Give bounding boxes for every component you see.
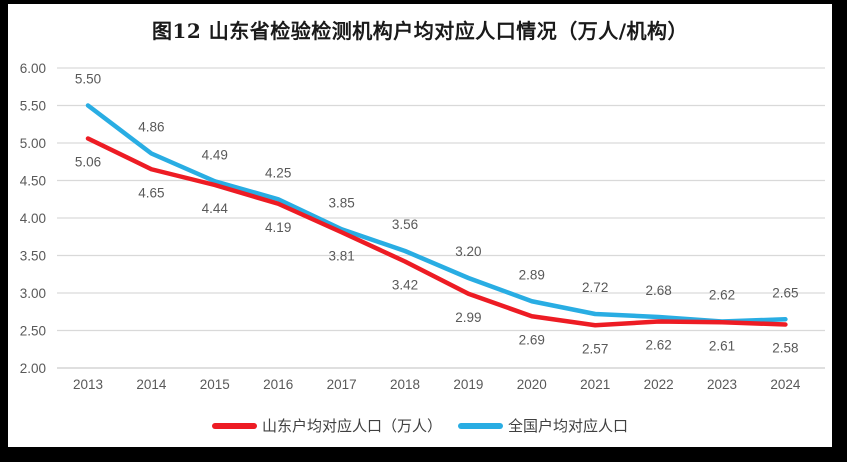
series-line-0: [85, 136, 788, 328]
chart-title: 图12 山东省检验检测机构户均对应人口情况（万人/机构）: [151, 19, 689, 43]
data-label: 2.61: [709, 338, 735, 353]
legend-item-shandong: 山东户均对应人口（万人）: [211, 415, 442, 436]
data-label: 3.20: [455, 244, 481, 259]
x-tick-label: 2022: [644, 377, 674, 392]
x-tick-label: 2020: [517, 377, 547, 392]
y-tick-label: 3.50: [20, 249, 46, 264]
data-label: 5.50: [75, 72, 101, 87]
data-label: 3.56: [392, 217, 418, 232]
y-tick-label: 5.50: [20, 99, 46, 114]
x-tick-label: 2019: [453, 377, 483, 392]
data-label: 4.65: [138, 185, 164, 200]
data-label: 2.62: [645, 338, 671, 353]
data-label: 4.25: [265, 165, 291, 180]
data-label: 3.85: [328, 195, 354, 210]
data-label: 2.62: [709, 288, 735, 303]
data-label: 4.86: [138, 120, 164, 135]
legend-line-swatch-blue: [458, 422, 503, 429]
series-line-1: [85, 103, 788, 324]
x-tick-label: 2014: [136, 377, 167, 392]
y-tick-label: 2.50: [20, 324, 46, 339]
x-tick-label: 2021: [580, 377, 610, 392]
x-tick-label: 2016: [263, 377, 293, 392]
data-label: 4.49: [202, 147, 228, 162]
x-tick-label: 2013: [73, 377, 103, 392]
y-tick-label: 6.00: [20, 61, 46, 76]
data-label: 2.89: [519, 267, 545, 282]
data-label: 2.69: [519, 332, 545, 347]
chart-legend: 山东户均对应人口（万人） 全国户均对应人口: [8, 415, 832, 436]
y-tick-label: 5.00: [20, 136, 46, 151]
data-label: 2.99: [455, 310, 481, 325]
data-label: 4.44: [202, 201, 229, 216]
data-label: 3.42: [392, 278, 418, 293]
legend-label-shandong: 山东户均对应人口（万人）: [261, 418, 442, 435]
line-chart: 6.00 5.50 5.00 4.50 4.00 3.50 3.00 2.50 2.00 2013…: [20, 61, 825, 392]
x-tick-label: 2018: [390, 377, 420, 392]
legend-label-national: 全国户均对应人口: [508, 418, 629, 435]
legend-line-swatch-red: [211, 422, 257, 429]
y-tick-label: 3.00: [20, 286, 46, 301]
x-tick-label: 2017: [327, 377, 357, 392]
y-tick-label: 4.00: [20, 211, 46, 226]
data-label: 4.19: [265, 220, 291, 235]
data-label: 5.06: [75, 155, 101, 170]
y-tick-label: 4.50: [20, 174, 46, 189]
x-tick-label: 2015: [200, 377, 230, 392]
data-label: 2.57: [582, 341, 608, 356]
data-label: 2.65: [772, 285, 798, 300]
x-tick-label: 2024: [770, 377, 801, 392]
data-label: 2.58: [772, 341, 798, 356]
data-label: 2.72: [582, 280, 608, 295]
y-tick-label: 2.00: [20, 361, 46, 376]
chart-page: 图12 山东省检验检测机构户均对应人口情况（万人/机构） 6.00 5.50 5.0…: [8, 4, 832, 447]
x-tick-label: 2023: [707, 377, 737, 392]
legend-item-national: 全国户均对应人口: [458, 415, 628, 436]
data-label: 2.68: [645, 283, 671, 298]
data-label: 3.81: [328, 248, 354, 263]
